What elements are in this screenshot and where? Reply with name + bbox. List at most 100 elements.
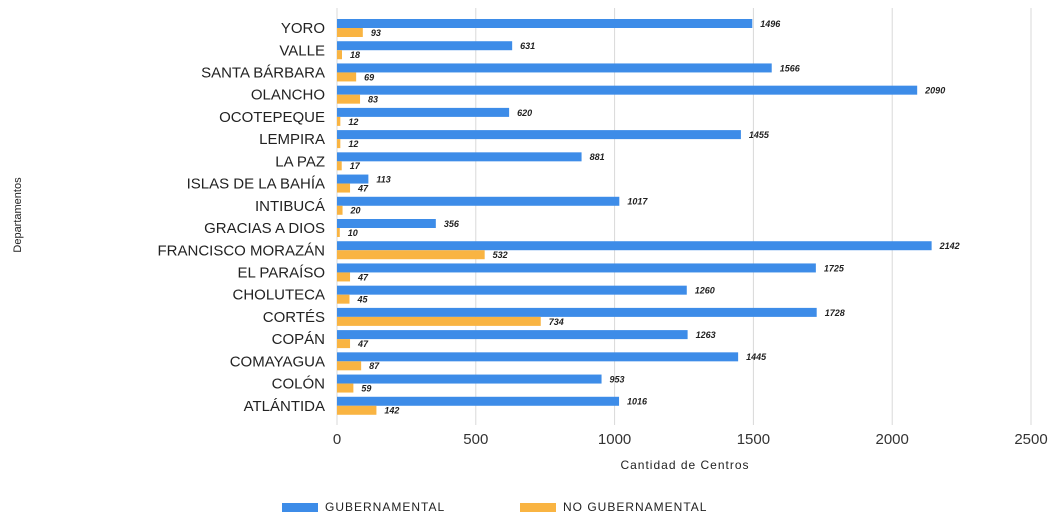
- value-label: 620: [517, 108, 532, 118]
- value-label: 631: [520, 41, 535, 51]
- value-label: 734: [549, 317, 564, 327]
- value-label: 17: [350, 161, 361, 171]
- legend-swatch: [520, 503, 556, 512]
- bar: [337, 330, 688, 340]
- value-label: 142: [384, 406, 399, 416]
- bar: [337, 50, 342, 60]
- x-tick-label: 2500: [1014, 431, 1047, 448]
- bar: [337, 63, 772, 73]
- bar: [337, 85, 918, 95]
- value-label: 18: [350, 50, 360, 60]
- y-tick-label: VALLE: [279, 42, 325, 59]
- value-label: 1260: [695, 286, 715, 296]
- bar: [337, 116, 341, 126]
- y-tick-label: LA PAZ: [275, 153, 325, 170]
- bar: [337, 219, 436, 228]
- bar: [337, 94, 361, 104]
- value-label: 2142: [939, 241, 960, 251]
- bar: [337, 272, 351, 282]
- value-label: 47: [357, 339, 369, 349]
- bar: [337, 107, 510, 117]
- bar: [337, 352, 739, 362]
- bar: [337, 183, 351, 193]
- value-label: 1016: [627, 397, 648, 407]
- x-axis-title: Cantidad de Centros: [620, 458, 749, 472]
- bar: [337, 196, 620, 206]
- bar: [337, 361, 362, 371]
- y-tick-label: INTIBUCÁ: [255, 198, 325, 215]
- y-axis-title: Departamentos: [12, 177, 24, 253]
- bar: [337, 152, 582, 162]
- y-tick-label: GRACIAS A DIOS: [204, 220, 325, 237]
- y-tick-label: SANTA BÁRBARA: [201, 65, 325, 82]
- value-label: 83: [368, 95, 378, 105]
- value-label: 69: [364, 72, 374, 82]
- bar: [337, 383, 354, 393]
- value-label: 10: [348, 228, 358, 238]
- y-tick-label: CHOLUTECA: [232, 287, 325, 304]
- value-label: 1455: [749, 130, 770, 140]
- y-tick-label: OLANCHO: [251, 87, 325, 104]
- legend-swatch: [282, 503, 318, 512]
- value-label: 953: [610, 374, 625, 384]
- x-tick-label: 1500: [737, 431, 770, 448]
- value-label: 1263: [696, 330, 716, 340]
- bar: [337, 250, 485, 260]
- value-label: 59: [361, 383, 371, 393]
- value-label: 12: [348, 139, 358, 149]
- bar: [337, 396, 620, 406]
- legend-label: GUBERNAMENTAL: [325, 500, 445, 514]
- x-tick-label: 500: [463, 431, 488, 448]
- value-label: 87: [369, 361, 380, 371]
- bar: [337, 130, 741, 140]
- value-label: 12: [348, 117, 358, 127]
- x-tick-label: 0: [333, 431, 341, 448]
- value-label: 1445: [746, 352, 767, 362]
- y-tick-label: COLÓN: [272, 376, 325, 393]
- bar: [337, 405, 377, 415]
- y-tick-label: OCOTEPEQUE: [219, 109, 325, 126]
- y-tick-label: ISLAS DE LA BAHÍA: [187, 176, 325, 193]
- value-label: 1566: [780, 63, 801, 73]
- value-label: 47: [357, 183, 369, 193]
- bar: [337, 28, 363, 37]
- value-label: 356: [444, 219, 460, 229]
- bar: [337, 307, 817, 317]
- value-label: 1725: [824, 263, 845, 273]
- y-tick-label: EL PARAÍSO: [237, 265, 325, 282]
- y-tick-label: CORTÉS: [263, 309, 325, 326]
- bar: [337, 316, 541, 326]
- y-tick-label: YORO: [281, 20, 325, 37]
- x-tick-label: 1000: [598, 431, 631, 448]
- bar: [337, 19, 753, 28]
- value-label: 532: [493, 250, 508, 260]
- value-label: 20: [350, 206, 361, 216]
- bar: [337, 174, 369, 184]
- bar: [337, 205, 343, 215]
- value-label: 2090: [924, 86, 945, 96]
- value-label: 45: [356, 295, 368, 305]
- bar: [337, 139, 341, 149]
- bar: [337, 285, 687, 295]
- value-label: 113: [376, 174, 390, 184]
- value-label: 1017: [627, 197, 648, 207]
- bar: [337, 41, 513, 51]
- bar: [337, 263, 816, 273]
- y-tick-label: FRANCISCO MORAZÁN: [157, 242, 325, 259]
- y-tick-label: LEMPIRA: [259, 131, 325, 148]
- bar: [337, 161, 342, 171]
- bar: [337, 339, 351, 349]
- value-label: 93: [371, 28, 381, 38]
- y-tick-label: COMAYAGUA: [230, 353, 325, 370]
- value-label: 1728: [825, 308, 845, 318]
- x-tick-label: 2000: [876, 431, 909, 448]
- value-label: 1496: [760, 19, 781, 29]
- legend-label: NO GUBERNAMENTAL: [563, 500, 707, 514]
- bar: [337, 294, 350, 304]
- y-tick-label: ATLÁNTIDA: [244, 398, 325, 415]
- bar: [337, 241, 932, 251]
- value-label: 47: [357, 272, 369, 282]
- bar: [337, 374, 602, 384]
- bar: [337, 228, 340, 237]
